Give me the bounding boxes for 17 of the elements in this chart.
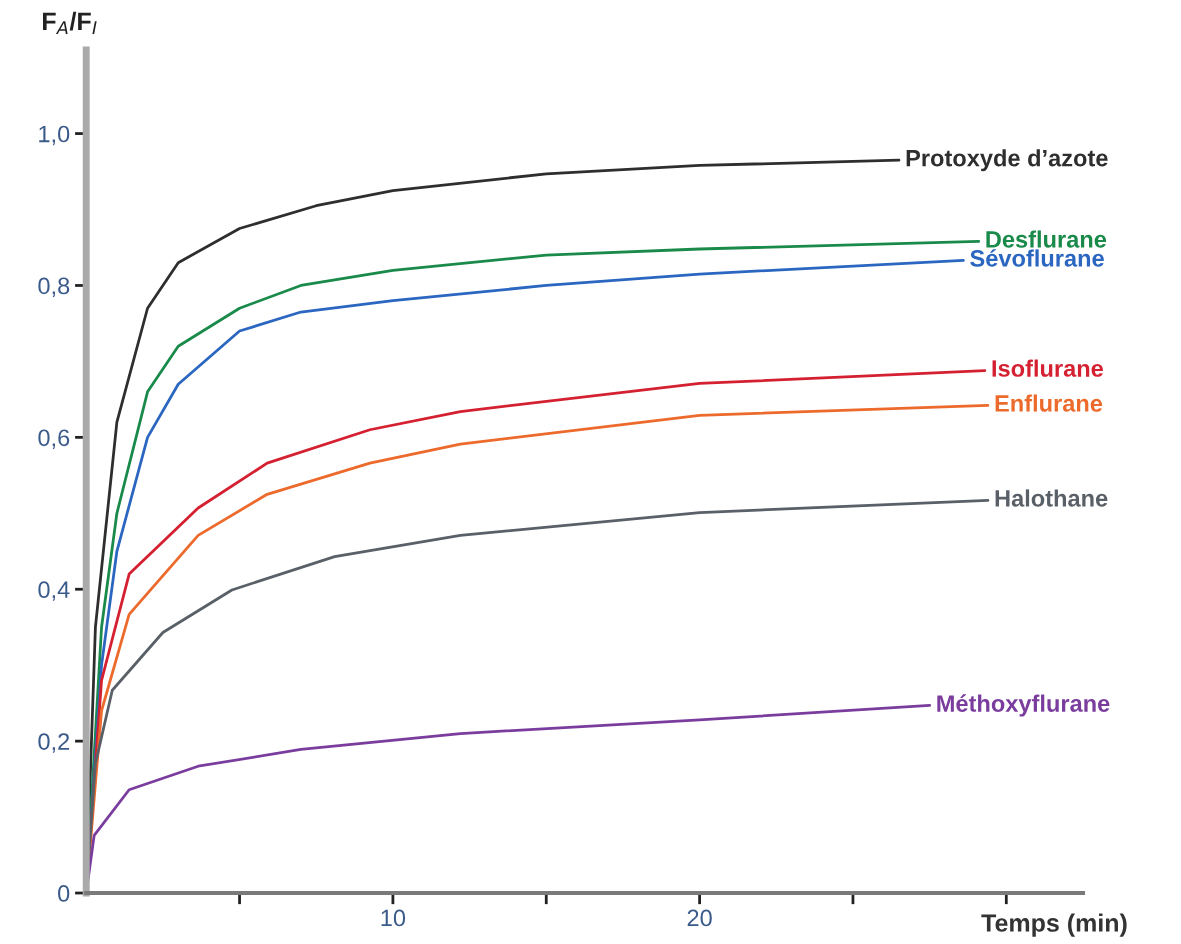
series-label: Sévoflurane bbox=[970, 249, 1104, 267]
y-tick-label: 0,8 bbox=[38, 277, 70, 298]
x-axis-title: Temps (min) bbox=[981, 913, 1127, 937]
series-label: Enflurane bbox=[995, 394, 1103, 412]
y-tick-label: 0 bbox=[58, 885, 70, 902]
y-tick-label: 0,4 bbox=[38, 581, 70, 601]
series-label: Protoxyde d’azote bbox=[906, 149, 1108, 172]
y-tick-label: 0,6 bbox=[38, 429, 70, 449]
series-label: Méthoxyflurane bbox=[937, 694, 1110, 717]
y-tick-label: 0,2 bbox=[38, 733, 70, 753]
y-axis-title: F$_{A}$/F$_{I}$ bbox=[43, 11, 97, 35]
x-tick-label: 20 bbox=[687, 909, 712, 927]
x-tick-label: 10 bbox=[381, 909, 406, 927]
y-tick-label: 1,0 bbox=[39, 125, 70, 146]
series-label: Desflurane bbox=[986, 230, 1107, 248]
series-label: Isoflurane bbox=[992, 359, 1103, 377]
series-label: Halothane bbox=[995, 489, 1108, 507]
